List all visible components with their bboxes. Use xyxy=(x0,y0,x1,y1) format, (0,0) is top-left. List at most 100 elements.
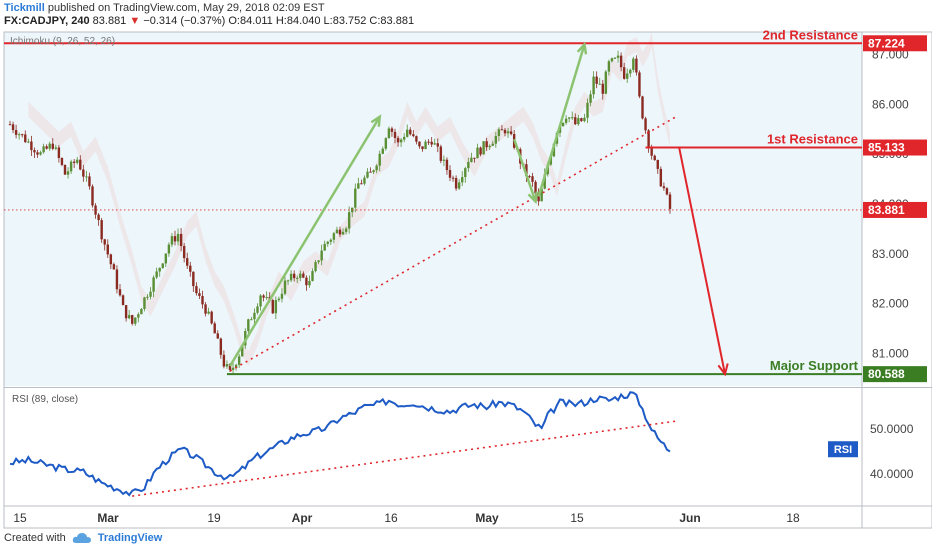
candle-body xyxy=(409,129,412,135)
candles-group xyxy=(8,50,672,374)
wave-arrow-shaft-3 xyxy=(537,44,586,197)
candle-body xyxy=(601,83,604,94)
candle-body xyxy=(406,129,409,137)
candle-body xyxy=(598,83,601,85)
candle-body xyxy=(124,305,128,319)
candle-body xyxy=(112,264,116,270)
candle-body xyxy=(433,143,436,145)
candle-body xyxy=(528,176,531,178)
candle-body xyxy=(118,289,122,296)
candle-body xyxy=(140,308,143,315)
symbol-label[interactable]: FX:CADJPY, 240 xyxy=(4,15,90,27)
candle-body xyxy=(454,178,458,189)
price-tick-label-5: 86.000 xyxy=(872,97,909,111)
candle-body xyxy=(354,188,357,208)
candle-body xyxy=(375,165,378,171)
candle-body xyxy=(347,212,351,229)
candle-body xyxy=(653,155,656,161)
ichimoku-label: Ichimoku (9, 26, 52, 26) xyxy=(10,36,115,47)
candle-body xyxy=(335,229,339,234)
support-tag-label: 80.588 xyxy=(868,367,905,381)
resistance-tag-label-2: 85.133 xyxy=(868,141,905,155)
candle-body xyxy=(482,141,485,155)
rsi-series-tag-label: RSI xyxy=(834,444,852,456)
candle-body xyxy=(402,136,406,140)
candle-body xyxy=(237,356,241,365)
candle-body xyxy=(589,94,592,103)
candle-body xyxy=(149,291,152,297)
candle-body xyxy=(277,298,281,301)
candle-body xyxy=(503,129,507,134)
price-tick-label-0: 81.000 xyxy=(872,347,909,361)
brand-name[interactable]: Tickmill xyxy=(4,2,45,14)
candle-body xyxy=(146,296,149,298)
candle-body xyxy=(259,295,262,307)
candle-body xyxy=(457,182,461,189)
candle-body xyxy=(632,58,635,70)
candle-body xyxy=(412,134,415,137)
wave-arrow-head-2 xyxy=(527,191,538,205)
candle-body xyxy=(42,146,45,153)
candle-body xyxy=(289,273,293,281)
candle-body xyxy=(467,161,470,169)
candle-body xyxy=(622,67,626,79)
candle-body xyxy=(564,118,568,123)
candle-body xyxy=(509,131,513,135)
candle-body xyxy=(207,311,210,314)
candle-body xyxy=(442,159,446,161)
candle-body xyxy=(167,244,171,254)
candle-body xyxy=(543,174,546,189)
candle-body xyxy=(161,263,164,268)
candle-body xyxy=(94,205,97,215)
wave-arrow-head-3 xyxy=(576,41,588,55)
price-tick-label-1: 82.000 xyxy=(872,297,909,311)
candle-body xyxy=(63,164,67,175)
candle-body xyxy=(366,171,369,178)
cloud-logo-icon xyxy=(72,533,91,543)
candle-body xyxy=(439,146,443,161)
candle-body xyxy=(506,131,510,134)
candle-body xyxy=(271,300,274,314)
x-tick-label-8: 18 xyxy=(786,511,800,525)
candle-body xyxy=(241,345,244,357)
candle-body xyxy=(665,188,669,195)
candle-body xyxy=(470,157,473,162)
candle-body xyxy=(485,141,488,148)
candle-body xyxy=(308,281,311,286)
rsi-trendline xyxy=(132,420,677,497)
candle-body xyxy=(586,102,589,118)
candle-body xyxy=(283,280,287,294)
candle-body xyxy=(51,143,54,149)
candle-body xyxy=(186,258,189,266)
candle-body xyxy=(607,61,611,72)
candle-body xyxy=(445,159,449,171)
candle-body xyxy=(231,367,235,370)
resistance-tag-label-1: 87.224 xyxy=(868,36,905,50)
candle-body xyxy=(656,160,659,169)
footer: Created with TradingView xyxy=(4,532,162,544)
tradingview-link[interactable]: TradingView xyxy=(97,532,163,544)
candle-body xyxy=(494,136,498,144)
candle-body xyxy=(305,277,308,286)
candle-body xyxy=(329,239,333,242)
candle-body xyxy=(531,176,534,182)
current-price-tag-label: 83.881 xyxy=(868,203,905,217)
candle-body xyxy=(338,229,342,235)
candle-body xyxy=(311,271,314,282)
candle-body xyxy=(360,183,363,185)
wave-arrow-shaft-1 xyxy=(228,116,381,367)
candle-body xyxy=(641,96,644,119)
wave-arrows xyxy=(228,41,588,367)
candle-body xyxy=(45,146,48,149)
support-tag xyxy=(863,366,927,383)
candle-body xyxy=(158,267,161,272)
candle-body xyxy=(381,148,384,154)
candle-body xyxy=(549,156,553,165)
candle-body xyxy=(326,241,329,244)
candle-body xyxy=(57,147,61,159)
candle-body xyxy=(473,157,476,159)
candle-body xyxy=(79,159,82,170)
resistance-label-1: 2nd Resistance xyxy=(763,27,858,42)
candle-body xyxy=(647,130,650,148)
